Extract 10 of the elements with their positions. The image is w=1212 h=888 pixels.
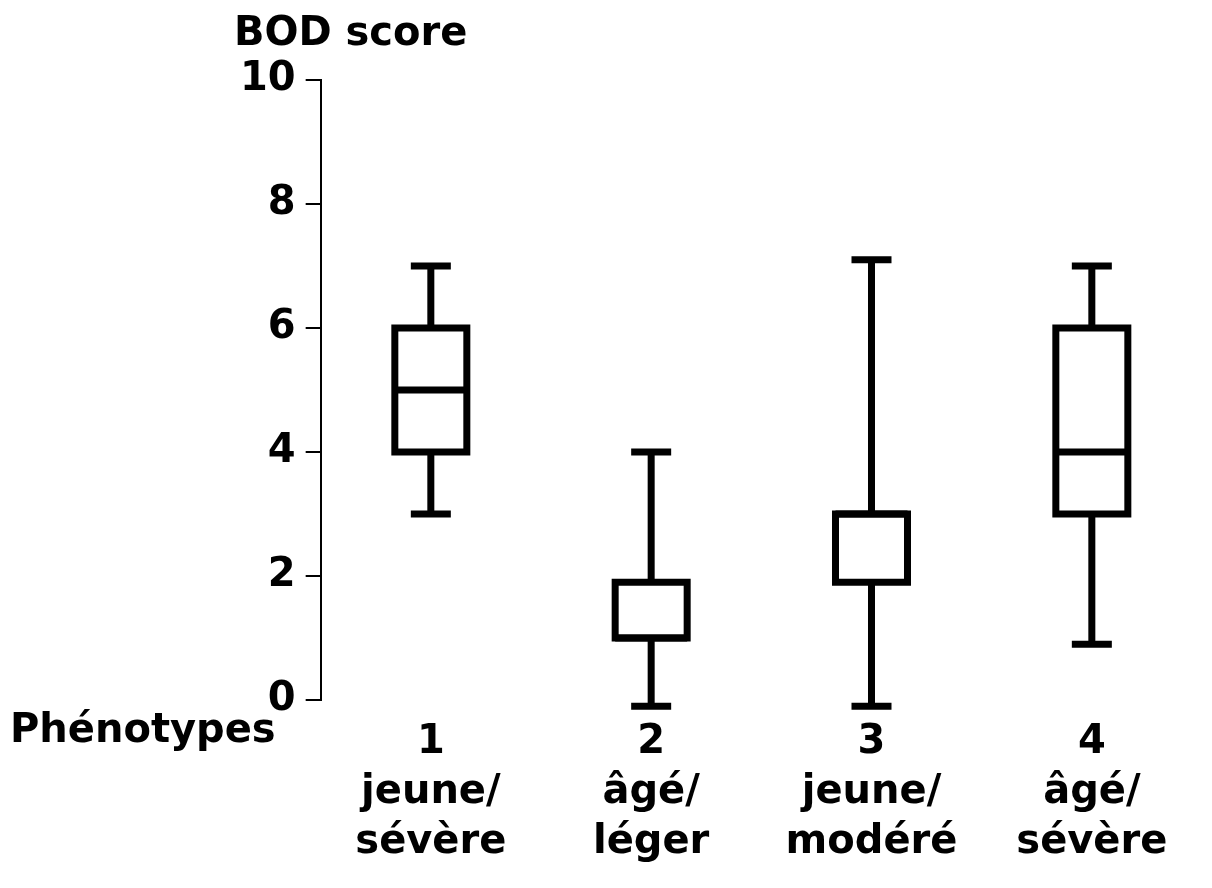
x-tick-label: 2 âgé/ léger (593, 716, 710, 863)
y-tick-label: 4 (267, 425, 296, 472)
y-tick-label: 8 (267, 177, 296, 224)
x-tick-label: 1 jeune/ sévère (355, 716, 507, 863)
y-axis-title: BOD score (233, 8, 468, 55)
x-tick-label: 4 âgé/ sévère (1016, 716, 1168, 863)
y-tick-label: 2 (267, 549, 296, 596)
y-tick-label: 10 (239, 53, 296, 100)
y-tick-label: 6 (267, 301, 296, 348)
x-tick-label: 3 jeune/ modéré (785, 716, 958, 863)
